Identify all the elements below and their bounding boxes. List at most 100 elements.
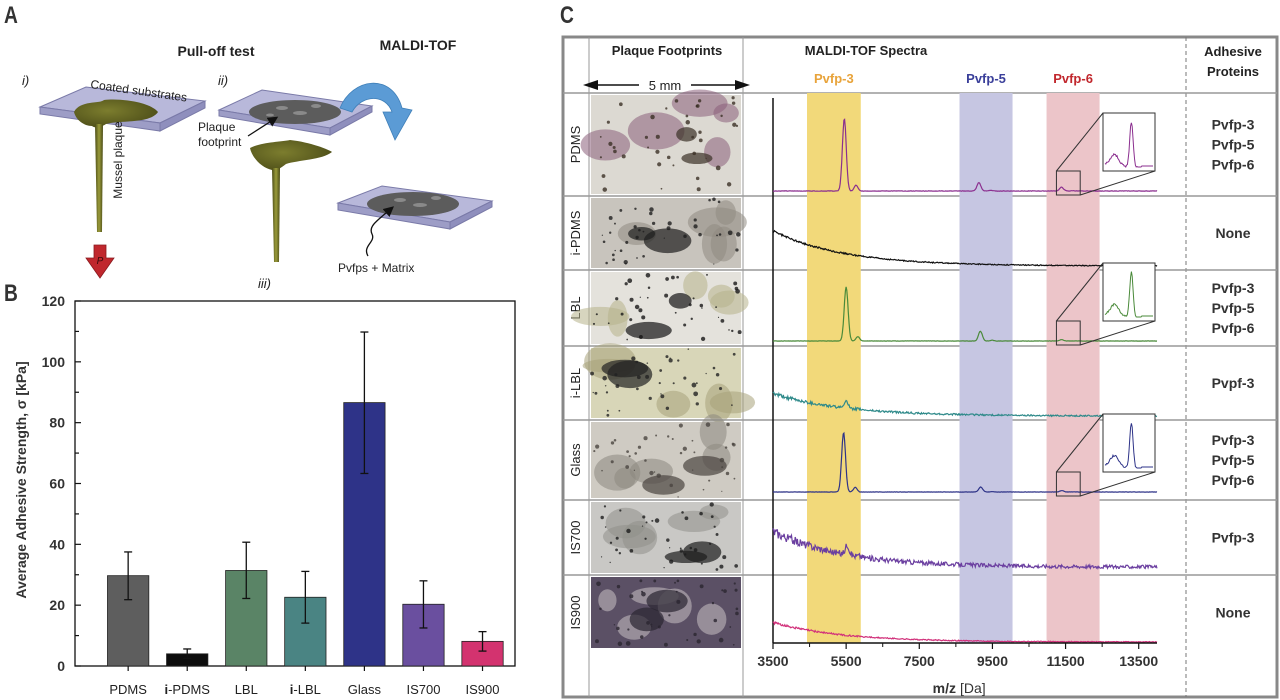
protein-label: Pvfp-5 <box>1212 452 1255 468</box>
y-axis-label: Average Adhesive Strength, σ [kPa] <box>13 361 29 598</box>
photo-speck <box>600 556 603 558</box>
photo-speck <box>614 249 616 252</box>
maldi-title: MALDI-TOF <box>380 37 457 53</box>
y-tick-label: 60 <box>49 476 65 492</box>
photo-speck <box>711 601 715 605</box>
photo-speck <box>679 547 682 550</box>
photo-speck <box>625 240 629 244</box>
photo-speck <box>691 439 694 442</box>
plaque-footprint-photo-pdms <box>580 89 741 194</box>
photo-speck <box>610 460 614 464</box>
photo-speck <box>677 359 680 362</box>
photo-dark-region <box>683 455 727 476</box>
photo-speck <box>718 233 722 236</box>
y-tick-label: 100 <box>42 354 66 370</box>
zoom-inset-trace <box>1104 271 1153 318</box>
protein-label: None <box>1216 605 1251 621</box>
photo-speck <box>619 249 623 253</box>
photo-speck <box>611 253 615 257</box>
photo-speck <box>690 317 693 321</box>
plaque-footprints-header: Plaque Footprints <box>612 43 723 58</box>
photo-speck <box>614 222 616 225</box>
photo-speck <box>644 135 649 139</box>
band-label-pvfp-5: Pvfp-5 <box>966 71 1006 86</box>
photo-speck <box>625 465 630 469</box>
photo-speck <box>593 450 596 453</box>
maldi-tof-table: Plaque Footprints MALDI-TOF Spectra Adhe… <box>561 35 1279 699</box>
photo-speck <box>669 357 671 359</box>
photo-speck <box>715 373 720 377</box>
zoom-region-box <box>1055 320 1081 346</box>
photo-speck <box>590 371 594 376</box>
band-pvfp-5 <box>959 93 1013 643</box>
photo-speck <box>674 99 679 103</box>
photo-speck <box>718 386 723 391</box>
photo-speck <box>693 224 698 229</box>
photo-speck <box>679 451 683 455</box>
photo-speck <box>624 282 628 286</box>
photo-dark-region <box>643 228 692 254</box>
photo-speck <box>601 469 603 472</box>
photo-patch <box>715 200 736 225</box>
photo-speck <box>699 303 704 308</box>
photo-speck <box>732 443 736 447</box>
photo-dark-region <box>681 152 713 165</box>
photo-dark-region <box>676 127 697 142</box>
photo-speck <box>628 455 631 458</box>
zoom-region-box <box>1055 471 1081 497</box>
photo-speck <box>717 316 720 318</box>
photo-speck <box>595 444 600 449</box>
panel-letter-a: A <box>4 2 18 29</box>
photo-speck <box>616 626 620 631</box>
photo-speck <box>737 330 742 335</box>
photo-speck <box>648 396 652 400</box>
protein-label: Pvfp-3 <box>1212 280 1255 296</box>
mussel-plaque-iii <box>250 140 332 262</box>
zoom-connector-line <box>1056 413 1104 473</box>
photo-patch <box>699 414 727 450</box>
x-tick-label-text: IS900 <box>466 682 500 697</box>
mussel-plaque-i <box>74 99 158 232</box>
photo-speck <box>691 382 697 388</box>
photo-speck <box>601 174 606 178</box>
photo-speck <box>664 293 669 298</box>
photo-speck <box>638 308 643 313</box>
x-tick-label-prefix: i <box>290 682 294 697</box>
photo-speck <box>646 362 649 364</box>
photo-speck <box>595 313 598 316</box>
band-label-pvfp-3: Pvfp-3 <box>814 71 854 86</box>
photo-speck <box>728 329 730 331</box>
photo-speck <box>663 642 668 647</box>
photo-patch <box>683 271 708 300</box>
photo-speck <box>667 221 672 226</box>
photo-speck <box>698 130 702 134</box>
photo-speck <box>599 156 602 159</box>
photo-speck <box>727 230 733 236</box>
photo-speck <box>736 232 741 237</box>
photo-speck <box>676 579 680 583</box>
photo-speck <box>641 591 646 597</box>
photo-speck <box>605 391 609 394</box>
photo-speck <box>709 502 714 507</box>
photo-speck <box>666 538 670 542</box>
photo-speck <box>718 637 724 643</box>
maldi-substrate <box>336 185 494 230</box>
photo-speck <box>633 469 636 472</box>
photo-speck <box>610 441 615 445</box>
photo-patch <box>701 224 728 264</box>
photo-speck <box>634 452 638 455</box>
photo-speck <box>674 311 677 314</box>
photo-speck <box>735 288 740 294</box>
row-label-i-lbl: i-LBL <box>568 368 583 398</box>
photo-dark-region <box>664 550 708 564</box>
photo-speck <box>701 307 703 309</box>
photo-speck <box>607 322 610 325</box>
spectrum-is700 <box>772 528 1158 571</box>
photo-speck <box>715 532 719 536</box>
photo-speck <box>615 297 619 301</box>
photo-speck <box>600 515 604 520</box>
plaque-footprint-photo-is700 <box>591 502 741 573</box>
photo-patch <box>671 89 728 117</box>
photo-speck <box>681 511 684 514</box>
